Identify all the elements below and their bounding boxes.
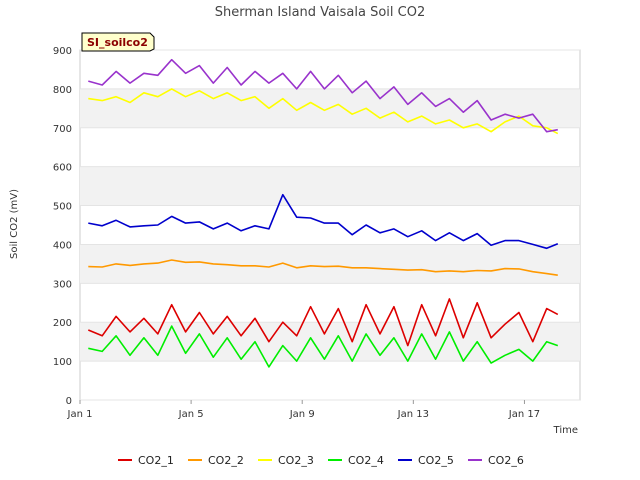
y-tick-label: 900 [53,46,72,57]
y-tick-label: 300 [53,279,72,290]
x-tick-label: Jan 13 [397,409,429,420]
y-tick-label: 700 [53,124,72,135]
series-line-co2-5 [88,193,559,250]
grid-band [80,244,580,284]
y-tick-label: 100 [53,357,72,368]
legend-label: CO2_4 [348,454,384,467]
chart-title: Sherman Island Vaisala Soil CO2 [215,5,425,20]
grid [80,49,580,401]
x-tick-label: Jan 5 [178,409,204,420]
grid-band [80,322,580,362]
y-tick-label: 500 [53,202,72,213]
x-tick-label: Jan 17 [508,409,540,420]
y-tick-label: 200 [53,318,72,329]
series-line-co2-2 [88,259,558,276]
series-line-co2-6 [88,58,558,133]
legend-label: CO2_1 [138,454,174,467]
station-tag: SI_soilco2 [81,32,155,52]
x-axis-ticks: Jan 1 Jan 5 Jan 9 Jan 13 Jan 17 [67,400,540,420]
x-axis-label: Time [553,425,578,436]
y-tick-label: 0 [66,396,72,407]
legend-label: CO2_5 [418,454,454,467]
station-tag-label: SI_soilco2 [87,36,148,49]
legend: CO2_1 CO2_2 CO2_3 CO2_4 CO2_5 CO2_6 [118,454,524,467]
legend-label: CO2_2 [208,454,244,467]
y-tick-label: 600 [53,163,72,174]
series-lines [87,58,559,368]
y-axis-ticks: 0 100 200 300 400 500 600 700 800 900 [53,46,72,407]
legend-label: CO2_6 [488,454,524,467]
series-line-co2-3 [88,88,559,135]
grid-band [80,166,580,206]
x-tick-label: Jan 9 [289,409,315,420]
y-axis-label: Soil CO2 (mV) [9,189,20,259]
y-tick-label: 800 [53,85,72,96]
legend-label: CO2_3 [278,454,314,467]
series-line-co2-4 [88,325,559,368]
x-tick-label: Jan 1 [67,409,93,420]
y-tick-label: 400 [53,240,72,251]
series-line-co2-1 [87,298,559,347]
